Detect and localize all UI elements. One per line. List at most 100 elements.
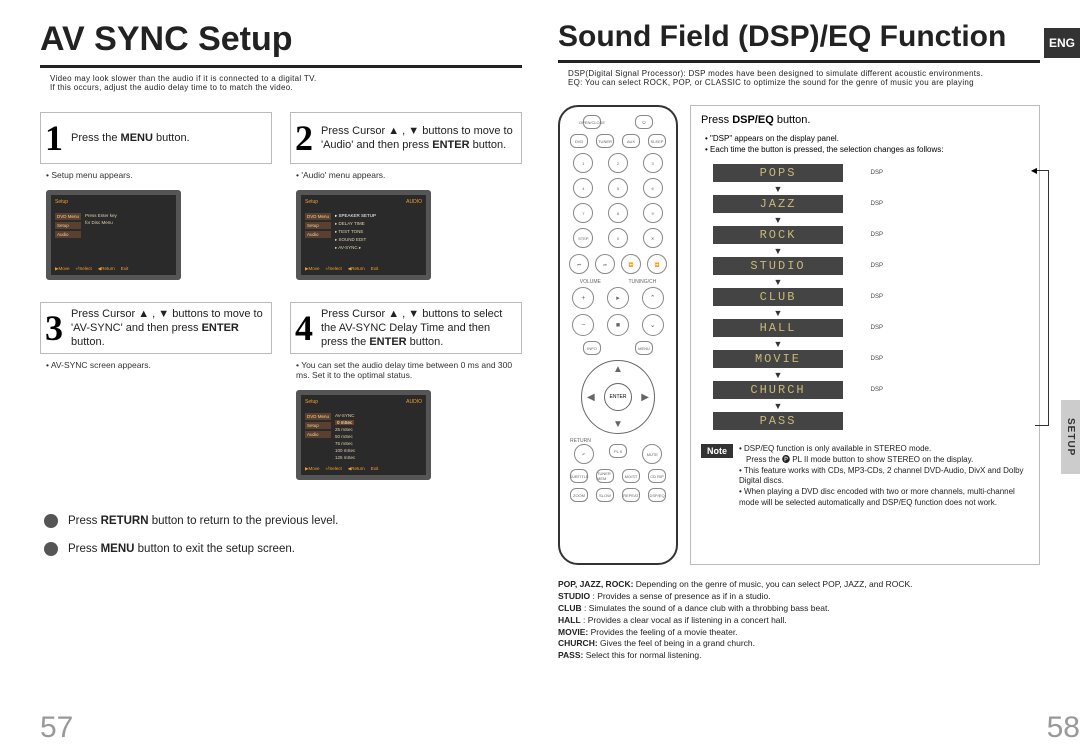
dpad-left-icon[interactable]: ◀ [587,392,595,403]
remote-num-5[interactable]: 5 [608,178,628,198]
dsp-arrow-icon: ▼DSP [713,215,843,225]
dsp-arrow-icon: ▼DSP [713,308,843,318]
tip-return: Press RETURN button to return to the pre… [40,514,522,528]
tip-icon [44,542,58,556]
remote-ch-up[interactable]: ⌃ [642,287,664,309]
note-row: Note DSP/EQ function is only available i… [701,444,1029,509]
step-4-num: 4 [291,310,321,346]
remote-btn-ff[interactable]: ⏩ [647,254,667,274]
dsp-mode-pops: POPS [713,164,843,182]
right-page: Sound Field (DSP)/EQ Function DSP(Digita… [540,0,1080,753]
dpad-right-icon[interactable]: ▶ [641,392,649,403]
remote-btn-dspeq[interactable]: DSP/EQ [648,488,666,502]
remote-num-9[interactable]: 9 [643,203,663,223]
def-row: POP, JAZZ, ROCK: Depending on the genre … [558,579,1040,591]
def-row: STUDIO : Provides a sense of presence as… [558,591,1040,603]
remote-num-8[interactable]: 8 [608,203,628,223]
remote-num-2[interactable]: 2 [608,153,628,173]
step-2-text: Press Cursor ▲ , ▼ buttons to move to 'A… [321,124,513,153]
def-row: MOVIE: Provides the feeling of a movie t… [558,627,1040,639]
step-2: 2 Press Cursor ▲ , ▼ buttons to move to … [290,112,522,280]
step-3-text: Press Cursor ▲ , ▼ buttons to move to 'A… [71,307,263,350]
def-row: PASS: Select this for normal listening. [558,650,1040,662]
dsp-arrow-icon: ▼DSP [713,277,843,287]
remote-btn-play[interactable]: ▸ [607,287,629,309]
remote-num-0[interactable]: 0 [608,228,628,248]
note-item: This feature works with CDs, MP3-CDs, 2 … [739,466,1029,488]
remote-btn-power[interactable]: ⏻ [635,115,653,129]
remote-control: OPEN/CLOSE ⏻ DVD TUNER AUX SLEEP 123 456 789… [558,105,678,565]
remote-dpad[interactable]: ▲ ▼ ◀ ▶ ENTER [581,360,655,434]
remote-btn-slow[interactable]: SLOW [596,488,614,502]
remote-btn-mono[interactable]: MO/ST [622,469,640,483]
def-row: CLUB : Simulates the sound of a dance cl… [558,603,1040,615]
note-item: When playing a DVD disc encoded with two… [739,487,1029,509]
dsp-mode-rock: ROCK [713,226,843,244]
note-item: Press the 🅟 PL II mode button to show ST… [739,455,1029,466]
remote-num-7[interactable]: 7 [573,203,593,223]
dsp-arrow-icon: ▼DSP [713,339,843,349]
lang-badge: ENG [1044,28,1080,58]
dsp-mode-church: CHURCH [713,381,843,399]
remote-btn-subtitle[interactable]: SUBTITLE [570,469,588,483]
remote-btn-enter[interactable]: ENTER [604,383,632,411]
remote-vol-down[interactable]: − [572,314,594,336]
remote-btn[interactable]: DVD [570,134,588,148]
step-3: 3 Press Cursor ▲ , ▼ buttons to move to … [40,302,272,480]
step-2-bullet: 'Audio' menu appears. [296,170,522,180]
dsp-bullet-2: Each time the button is pressed, the sel… [705,145,1029,154]
remote-btn-info[interactable]: INFO [583,341,601,355]
remote-btn-mute[interactable]: MUTE [642,444,662,464]
dsp-panel: Press DSP/EQ button. "DSP" appears on th… [690,105,1040,565]
remote-ch-down[interactable]: ⌄ [642,314,664,336]
remote-num-6[interactable]: 6 [643,178,663,198]
remote-btn-menu[interactable]: MENU [635,341,653,355]
dsp-mode-list: ◀ POPS▼DSPJAZZ▼DSPROCK▼DSPSTUDIO▼DSPCLUB… [713,164,1029,430]
remote-btn-vsm[interactable]: CD RIP [648,469,666,483]
remote-num-1[interactable]: 1 [573,153,593,173]
step-3-bullet: AV-SYNC screen appears. [46,360,272,370]
remote-btn-return[interactable]: ↶ [574,444,594,464]
remote-num-4[interactable]: 4 [573,178,593,198]
step-2-screenshot: SetupAUDIO DVD MenuSetupAudio ▸ SPEAKER … [296,190,431,280]
dpad-down-icon[interactable]: ▼ [613,419,623,430]
step-1-text: Press the MENU button. [71,131,190,145]
dsp-bullet-1: "DSP" appears on the display panel. [705,134,1029,143]
dsp-action-text: Press DSP/EQ button. [701,114,1029,126]
step-1-screenshot: Setup DVD MenuSetupAudio Press Enter key… [46,190,181,280]
dpad-up-icon[interactable]: ▲ [613,364,623,375]
dsp-mode-studio: STUDIO [713,257,843,275]
step-1-bullet: Setup menu appears. [46,170,272,180]
remote-btn[interactable]: TUNER [596,134,614,148]
remote-btn-prev[interactable]: ⏮ [569,254,589,274]
tip-menu: Press MENU button to exit the setup scre… [40,542,522,556]
step-row-1: 1 Press the MENU button. Setup menu appe… [40,112,522,280]
remote-btn[interactable]: AUX [622,134,640,148]
remote-btn[interactable]: OPEN/CLOSE [583,115,601,129]
remote-btn-repeat[interactable]: REPEAT [622,488,640,502]
dsp-arrow-icon: ▼DSP [713,401,843,411]
def-row: HALL : Provides a clear vocal as if list… [558,615,1040,627]
dsp-arrow-icon: ▼DSP [713,246,843,256]
remote-btn-sleep[interactable]: SLEEP [648,134,666,148]
remote-btn-tuner-mem[interactable]: TUNER MEM [596,469,614,483]
remote-btn-rew[interactable]: ⏪ [621,254,641,274]
left-page-no: 57 [40,711,73,745]
note-item: DSP/EQ function is only available in STE… [739,444,1029,455]
remote-btn-pl2[interactable]: PL II [609,444,627,458]
remote-btn-stop[interactable]: ■ [607,314,629,336]
step-1-num: 1 [41,120,71,156]
remote-btn-next[interactable]: ⏭ [595,254,615,274]
right-page-no: 58 [1047,711,1080,745]
dsp-mode-hall: HALL [713,319,843,337]
remote-btn-zoom[interactable]: ZOOM [570,488,588,502]
dsp-mode-jazz: JAZZ [713,195,843,213]
remote-btn-step[interactable]: STEP [573,228,593,248]
step-4-screenshot: SetupAUDIO DVD MenuSetupAudio AV-SYNC0 m… [296,390,431,480]
right-subtitle: DSP(Digital Signal Processor): DSP modes… [558,67,1040,97]
remote-num-3[interactable]: 3 [643,153,663,173]
step-row-2: 3 Press Cursor ▲ , ▼ buttons to move to … [40,302,522,480]
step-1: 1 Press the MENU button. Setup menu appe… [40,112,272,280]
remote-btn-cancel[interactable]: ✕ [643,228,663,248]
remote-vol-up[interactable]: + [572,287,594,309]
